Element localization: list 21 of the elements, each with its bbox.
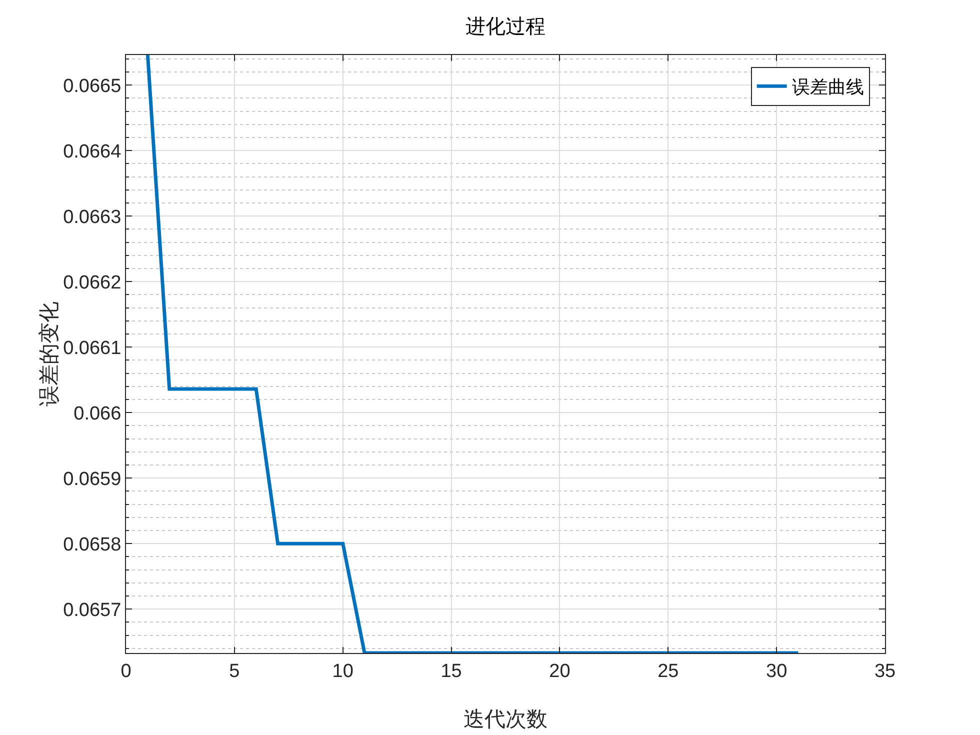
x-tick-label: 5 bbox=[229, 660, 240, 682]
x-tick-label: 0 bbox=[120, 660, 132, 682]
y-tick-label: 0.0657 bbox=[63, 600, 122, 621]
y-tick-label: 0.0662 bbox=[63, 272, 122, 294]
y-tick-label: 0.0665 bbox=[63, 76, 122, 97]
y-tick-label: 0.066 bbox=[74, 403, 122, 424]
y-tick-label: 0.0664 bbox=[63, 141, 122, 162]
y-tick-label: 0.0659 bbox=[63, 468, 122, 490]
y-tick-label: 0.0658 bbox=[63, 534, 122, 556]
y-axis-title: 误差的变化 bbox=[37, 302, 62, 406]
x-tick-label: 25 bbox=[658, 660, 679, 682]
x-tick-label: 30 bbox=[766, 660, 788, 682]
x-tick-label: 15 bbox=[440, 660, 462, 682]
x-tick-label: 20 bbox=[549, 660, 570, 682]
chart-title: 进化过程 bbox=[466, 14, 546, 38]
y-tick-label: 0.0661 bbox=[63, 338, 122, 359]
x-tick-label: 10 bbox=[332, 660, 354, 682]
y-tick-label: 0.0663 bbox=[63, 206, 122, 228]
legend-label: 误差曲线 bbox=[792, 77, 864, 98]
x-tick-label: 35 bbox=[874, 660, 896, 682]
x-axis-title: 迭代次数 bbox=[464, 707, 548, 731]
